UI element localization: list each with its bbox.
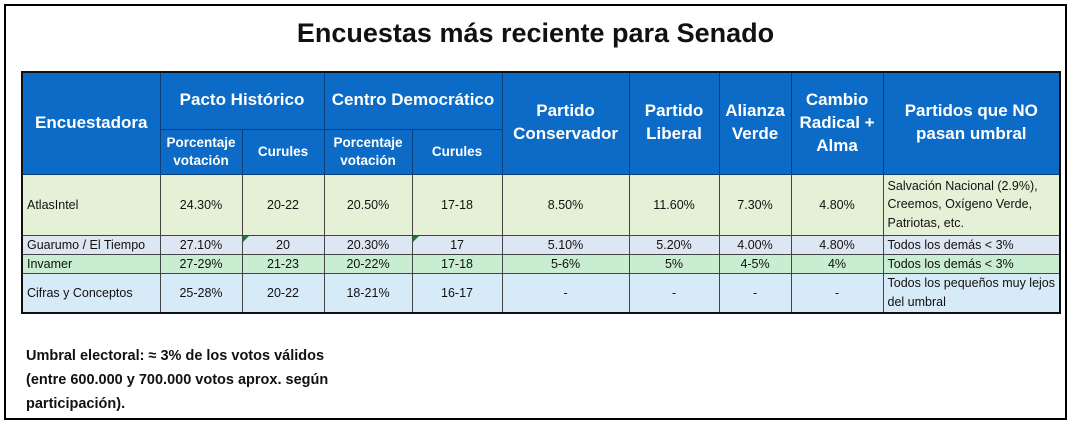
cell-pacto-pct: 27-29% (159, 253, 243, 274)
cell-liberal: 11.60% (628, 173, 720, 236)
cell-pollster: Guarumo / El Tiempo (21, 234, 161, 255)
cell-centro-pct: 20.50% (323, 173, 413, 236)
cell-centro-pct: 20.30% (323, 234, 413, 255)
note-line-2: (entre 600.000 y 700.000 votos aprox. se… (26, 372, 329, 388)
cell-centro-curules: 16-17 (411, 272, 503, 313)
cell-centro-pct: 20-22% (323, 253, 413, 274)
cell-pollster: Invamer (21, 253, 161, 274)
cell-conservador: 8.50% (501, 173, 630, 236)
cell-pacto-curules: 21-23 (241, 253, 325, 274)
cell-no-umbral: Salvación Nacional (2.9%), Creemos, Oxíg… (882, 173, 1061, 236)
cell-centro-pct: 18-21% (323, 272, 413, 313)
cell-pacto-pct: 27.10% (159, 234, 243, 255)
header-centro-democratico: Centro Democrático (323, 71, 503, 130)
cell-alianza: - (718, 272, 792, 313)
note-line-1: Umbral electoral: ≈ 3% de los votos váli… (26, 348, 325, 364)
cell-liberal: 5.20% (628, 234, 720, 255)
cell-liberal: 5% (628, 253, 720, 274)
cell-conservador: 5-6% (501, 253, 630, 274)
cell-centro-curules: 17-18 (411, 253, 503, 274)
cell-centro-curules: 17-18 (411, 173, 503, 236)
cell-cambio: 4.80% (790, 173, 884, 236)
table-row: Cifras y Conceptos 25-28% 20-22 18-21% 1… (21, 272, 1061, 313)
table-row: Guarumo / El Tiempo 27.10% 20 20.30% 17 … (21, 234, 1061, 255)
table-row: AtlasIntel 24.30% 20-22 20.50% 17-18 8.5… (21, 173, 1061, 236)
cell-conservador: 5.10% (501, 234, 630, 255)
header-alianza-verde: Alianza Verde (718, 71, 792, 175)
cell-no-umbral: Todos los demás < 3% (882, 234, 1061, 255)
cell-pacto-pct: 25-28% (159, 272, 243, 313)
cell-pacto-curules: 20-22 (241, 173, 325, 236)
cell-liberal: - (628, 272, 720, 313)
header-centro-porcentaje: Porcentaje votación (323, 128, 413, 175)
cell-pollster: Cifras y Conceptos (21, 272, 161, 313)
cell-cambio: 4% (790, 253, 884, 274)
cell-pacto-pct: 24.30% (159, 173, 243, 236)
header-pollster: Encuestadora (21, 71, 161, 175)
figure-frame: Encuestas más reciente para Senado Encue… (4, 4, 1067, 420)
header-partido-liberal: Partido Liberal (628, 71, 720, 175)
cell-alianza: 7.30% (718, 173, 792, 236)
cell-centro-curules: 17 (411, 234, 503, 255)
page-title: Encuestas más reciente para Senado (296, 18, 775, 48)
cell-no-umbral: Todos los demás < 3% (882, 253, 1061, 274)
header-pacto-historico: Pacto Histórico (159, 71, 325, 130)
cell-no-umbral: Todos los pequeños muy lejos del umbral (882, 272, 1061, 313)
cell-pacto-curules: 20-22 (241, 272, 325, 313)
cell-cambio: - (790, 272, 884, 313)
table-row: Invamer 27-29% 21-23 20-22% 17-18 5-6% 5… (21, 253, 1061, 274)
header-pacto-porcentaje: Porcentaje votación (159, 128, 243, 175)
cell-alianza: 4.00% (718, 234, 792, 255)
header-pacto-curules: Curules (241, 128, 325, 175)
cell-pollster: AtlasIntel (21, 173, 161, 236)
threshold-note: Umbral electoral: ≈ 3% de los votos váli… (26, 344, 328, 416)
header-no-umbral: Partidos que NO pasan umbral (882, 71, 1061, 175)
header-partido-conservador: Partido Conservador (501, 71, 630, 175)
header-cambio-radical: Cambio Radical + Alma (790, 71, 884, 175)
cell-pacto-curules: 20 (241, 234, 325, 255)
cell-conservador: - (501, 272, 630, 313)
cell-cambio: 4.80% (790, 234, 884, 255)
header-centro-curules: Curules (411, 128, 503, 175)
note-line-3: participación). (26, 396, 126, 412)
poll-table: Encuestadora Pacto Histórico Centro Demo… (21, 71, 1062, 314)
cell-alianza: 4-5% (718, 253, 792, 274)
